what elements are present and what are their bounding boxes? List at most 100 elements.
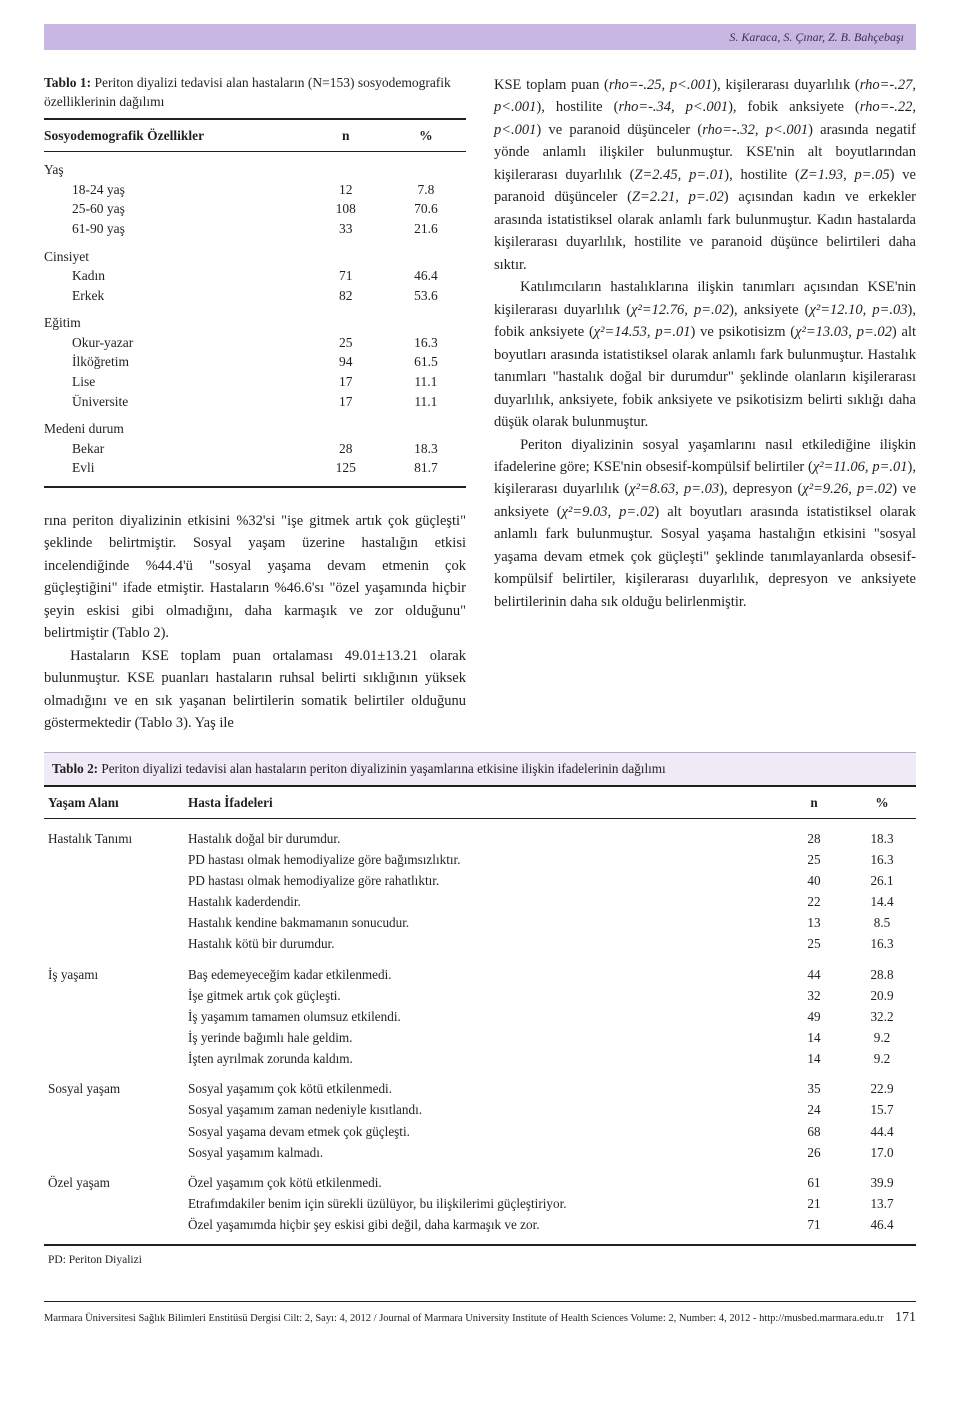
table2-row: Hastalık kendine bakmamanın sonucudur.13…: [44, 912, 916, 933]
table1-cell-n: 125: [306, 458, 386, 478]
table2-cell-area: [44, 1027, 184, 1048]
table2-cell-n: 25: [780, 933, 848, 954]
table2-cell-pct: 14.4: [848, 891, 916, 912]
right-para1: KSE toplam puan (rho=-.25, p<.001), kişi…: [494, 74, 916, 276]
table2-cell-stmt: Sosyal yaşamım kalmadı.: [184, 1142, 780, 1163]
table1-group: Medeni durumBekar2818.3Evli12581.7: [44, 419, 466, 478]
table2-h1: Hasta İfadeleri: [184, 786, 780, 819]
table2-cell-stmt: Özel yaşamımda hiçbir şey eskisi gibi de…: [184, 1214, 780, 1245]
table2-cell-pct: 26.1: [848, 870, 916, 891]
table2-cell-pct: 16.3: [848, 849, 916, 870]
table2-row: PD hastası olmak hemodiyalize göre rahat…: [44, 870, 916, 891]
table1-cell-n: 25: [306, 333, 386, 353]
table2-cell-pct: 13.7: [848, 1193, 916, 1214]
table2-cell-area: İş yaşamı: [44, 955, 184, 985]
table2-row: Özel yaşamÖzel yaşamım çok kötü etkilenm…: [44, 1163, 916, 1193]
table1-cell-pct: 53.6: [386, 286, 466, 306]
table2-table: Yaşam Alanı Hasta İfadeleri n % Hastalık…: [44, 785, 916, 1247]
table2-cell-area: [44, 1048, 184, 1069]
table2-cell-area: Sosyal yaşam: [44, 1069, 184, 1099]
table2-row: Özel yaşamımda hiçbir şey eskisi gibi de…: [44, 1214, 916, 1245]
table2-cell-pct: 18.3: [848, 818, 916, 849]
table1-row: Evli12581.7: [44, 458, 466, 478]
table1-h-col2: %: [386, 126, 466, 146]
table2-cell-n: 28: [780, 818, 848, 849]
table2-row: İş yaşamım tamamen olumsuz etkilendi.493…: [44, 1006, 916, 1027]
table2-cell-area: [44, 1193, 184, 1214]
table2-h3: %: [848, 786, 916, 819]
table2-title-bold: Tablo 2:: [52, 761, 98, 776]
table2-cell-area: [44, 1006, 184, 1027]
table1-cell-pct: 61.5: [386, 352, 466, 372]
table2-cell-pct: 28.8: [848, 955, 916, 985]
table1-group: Yaş18-24 yaş127.825-60 yaş10870.661-90 y…: [44, 160, 466, 238]
table2-cell-n: 40: [780, 870, 848, 891]
table2-cell-pct: 39.9: [848, 1163, 916, 1193]
table1-body: Yaş18-24 yaş127.825-60 yaş10870.661-90 y…: [44, 160, 466, 487]
table2: Tablo 2: Periton diyalizi tedavisi alan …: [44, 752, 916, 1272]
left-column: Tablo 1: Periton diyalizi tedavisi alan …: [44, 74, 466, 734]
table2-row: İş yerinde bağımlı hale geldim.149.2: [44, 1027, 916, 1048]
right-column: KSE toplam puan (rho=-.25, p<.001), kişi…: [494, 74, 916, 734]
table2-header-row: Yaşam Alanı Hasta İfadeleri n %: [44, 786, 916, 819]
table2-cell-area: [44, 849, 184, 870]
table2-row: PD hastası olmak hemodiyalize göre bağım…: [44, 849, 916, 870]
table1-cell-n: 71: [306, 266, 386, 286]
table1-cell-pct: 18.3: [386, 439, 466, 459]
table2-cell-n: 13: [780, 912, 848, 933]
table1-row: İlköğretim9461.5: [44, 352, 466, 372]
table2-cell-n: 25: [780, 849, 848, 870]
table2-row: Hastalık kötü bir durumdur.2516.3: [44, 933, 916, 954]
table2-cell-pct: 15.7: [848, 1099, 916, 1120]
table1-row: Üniversite1711.1: [44, 392, 466, 412]
table1-cell-label: Lise: [44, 372, 306, 392]
table2-cell-pct: 46.4: [848, 1214, 916, 1245]
table2-title: Tablo 2: Periton diyalizi tedavisi alan …: [44, 752, 916, 784]
table1-cell-n: 108: [306, 199, 386, 219]
table2-cell-stmt: İşten ayrılmak zorunda kaldım.: [184, 1048, 780, 1069]
left-para1: rına periton diyalizinin etkisini %32'si…: [44, 510, 466, 645]
page-number: 171: [895, 1308, 916, 1328]
table2-cell-area: [44, 985, 184, 1006]
table2-row: Sosyal yaşama devam etmek çok güçleşti.6…: [44, 1121, 916, 1142]
table2-cell-stmt: Etrafımdakiler benim için sürekli üzülüy…: [184, 1193, 780, 1214]
right-para3: Periton diyalizinin sosyal yaşamlarını n…: [494, 434, 916, 614]
left-body-text: rına periton diyalizinin etkisini %32'si…: [44, 510, 466, 735]
table2-cell-n: 26: [780, 1142, 848, 1163]
table2-cell-stmt: Baş edemeyeceğim kadar etkilenmedi.: [184, 955, 780, 985]
right-para2: Katılımcıların hastalıklarına ilişkin ta…: [494, 276, 916, 433]
table2-cell-stmt: Hastalık kendine bakmamanın sonucudur.: [184, 912, 780, 933]
page-footer: Marmara Üniversitesi Sağlık Bilimleri En…: [44, 1301, 916, 1328]
table2-cell-stmt: İş yerinde bağımlı hale geldim.: [184, 1027, 780, 1048]
table2-cell-n: 44: [780, 955, 848, 985]
table1-cell-n: 33: [306, 219, 386, 239]
table2-cell-n: 71: [780, 1214, 848, 1245]
table1-cell-label: Okur-yazar: [44, 333, 306, 353]
table2-row: İşe gitmek artık çok güçleşti.3220.9: [44, 985, 916, 1006]
table2-h0: Yaşam Alanı: [44, 786, 184, 819]
table2-cell-pct: 9.2: [848, 1048, 916, 1069]
table2-cell-n: 22: [780, 891, 848, 912]
table1-cell-pct: 7.8: [386, 180, 466, 200]
table1-group: CinsiyetKadın7146.4Erkek8253.6: [44, 247, 466, 306]
table2-title-rest: Periton diyalizi tedavisi alan hastaları…: [98, 761, 666, 776]
table2-cell-pct: 44.4: [848, 1121, 916, 1142]
table1-group-label: Yaş: [44, 160, 466, 180]
table1-row: Erkek8253.6: [44, 286, 466, 306]
table2-cell-n: 35: [780, 1069, 848, 1099]
table1-h-col1: n: [306, 126, 386, 146]
table2-cell-area: [44, 1099, 184, 1120]
table1-row: 25-60 yaş10870.6: [44, 199, 466, 219]
table2-cell-n: 14: [780, 1048, 848, 1069]
table2-cell-stmt: Hastalık kaderdendir.: [184, 891, 780, 912]
table2-cell-area: [44, 933, 184, 954]
table2-cell-pct: 22.9: [848, 1069, 916, 1099]
table2-cell-n: 32: [780, 985, 848, 1006]
table2-cell-stmt: Özel yaşamım çok kötü etkilenmedi.: [184, 1163, 780, 1193]
table2-body: Hastalık TanımıHastalık doğal bir durumd…: [44, 818, 916, 1245]
table2-cell-pct: 17.0: [848, 1142, 916, 1163]
table2-cell-area: [44, 1142, 184, 1163]
page-header-bar: S. Karaca, S. Çınar, Z. B. Bahçebaşı: [44, 24, 916, 50]
table1-cell-pct: 11.1: [386, 372, 466, 392]
table2-cell-area: [44, 1121, 184, 1142]
